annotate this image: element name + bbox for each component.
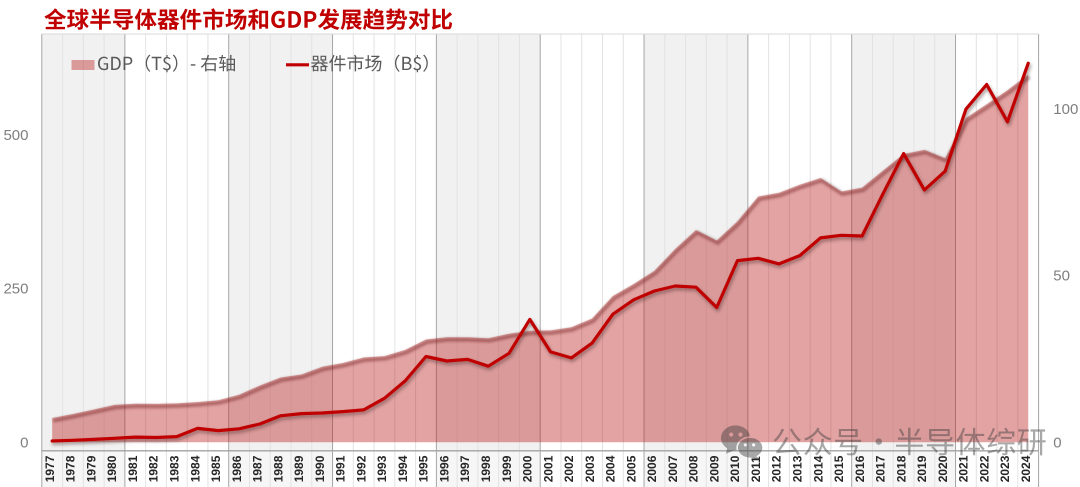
svg-text:2006: 2006 <box>645 455 659 482</box>
svg-text:2003: 2003 <box>583 455 597 482</box>
svg-text:1985: 1985 <box>209 455 223 482</box>
svg-text:1989: 1989 <box>292 455 306 482</box>
svg-text:1987: 1987 <box>251 455 265 482</box>
svg-text:1984: 1984 <box>188 455 202 482</box>
svg-text:2023: 2023 <box>998 455 1012 482</box>
svg-text:2005: 2005 <box>624 455 638 482</box>
svg-text:0: 0 <box>20 435 28 452</box>
svg-text:1982: 1982 <box>147 455 161 482</box>
svg-text:2022: 2022 <box>977 455 991 482</box>
svg-text:2016: 2016 <box>853 455 867 482</box>
svg-text:1999: 1999 <box>500 455 514 482</box>
svg-text:1986: 1986 <box>230 455 244 482</box>
svg-text:2018: 2018 <box>894 455 908 482</box>
svg-text:1977: 1977 <box>43 455 57 482</box>
svg-text:1981: 1981 <box>126 455 140 482</box>
svg-text:2021: 2021 <box>957 455 971 482</box>
svg-text:1995: 1995 <box>417 455 431 482</box>
svg-text:100: 100 <box>1053 101 1078 118</box>
svg-text:2004: 2004 <box>604 455 618 482</box>
svg-text:1998: 1998 <box>479 455 493 482</box>
svg-text:1991: 1991 <box>334 455 348 482</box>
svg-text:1990: 1990 <box>313 455 327 482</box>
svg-text:1997: 1997 <box>458 455 472 482</box>
svg-text:1980: 1980 <box>105 455 119 482</box>
svg-text:2011: 2011 <box>749 456 763 482</box>
svg-text:2001: 2001 <box>541 455 555 482</box>
svg-text:1993: 1993 <box>375 455 389 482</box>
svg-text:2009: 2009 <box>707 455 721 482</box>
svg-text:250: 250 <box>3 281 28 298</box>
svg-text:2012: 2012 <box>770 455 784 482</box>
svg-text:1992: 1992 <box>354 455 368 482</box>
svg-text:2017: 2017 <box>874 455 888 482</box>
svg-text:1978: 1978 <box>64 455 78 482</box>
svg-text:2008: 2008 <box>687 455 701 482</box>
svg-text:2015: 2015 <box>832 455 846 482</box>
svg-text:0: 0 <box>1053 435 1061 452</box>
svg-text:2024: 2024 <box>1019 455 1033 482</box>
svg-text:2020: 2020 <box>936 455 950 482</box>
svg-text:1988: 1988 <box>271 455 285 482</box>
svg-text:500: 500 <box>3 127 28 144</box>
svg-text:50: 50 <box>1053 268 1070 285</box>
svg-text:1983: 1983 <box>167 455 181 482</box>
svg-text:1996: 1996 <box>437 455 451 482</box>
svg-text:2014: 2014 <box>811 455 825 482</box>
svg-text:2010: 2010 <box>728 455 742 482</box>
svg-text:1994: 1994 <box>396 455 410 482</box>
svg-text:2013: 2013 <box>790 455 804 482</box>
svg-text:2007: 2007 <box>666 455 680 482</box>
svg-text:2019: 2019 <box>915 455 929 482</box>
svg-text:2000: 2000 <box>521 455 535 482</box>
svg-text:1979: 1979 <box>84 455 98 482</box>
svg-text:2002: 2002 <box>562 455 576 482</box>
